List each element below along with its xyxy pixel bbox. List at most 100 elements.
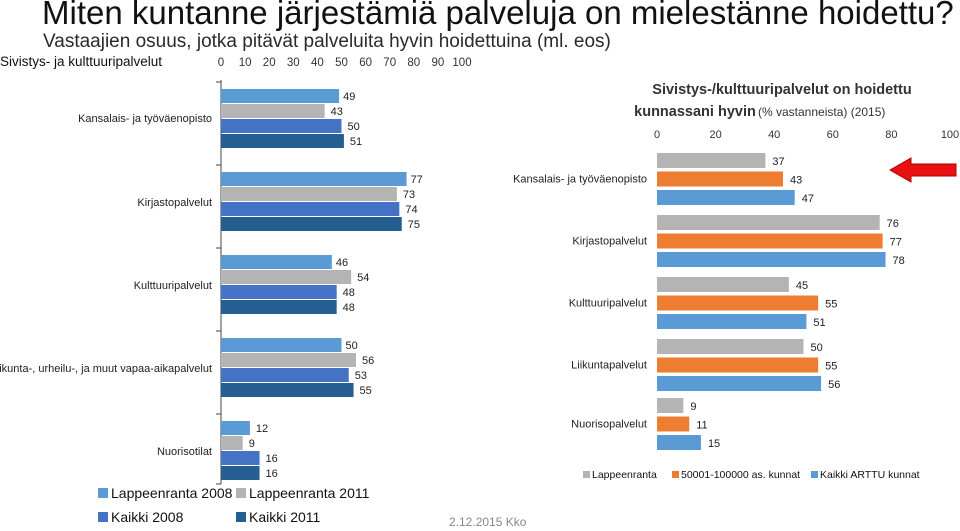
left-category-label: Kirjastopalvelut: [137, 197, 212, 209]
right-tick-label: 40: [768, 129, 780, 141]
right-bar-50001-100000-as-kunnat: [657, 416, 690, 432]
left-bar-lappeenranta-2011: [221, 436, 243, 450]
left-data-label: 48: [343, 287, 355, 299]
footer-date: 2.12.2015 Kko: [449, 515, 527, 529]
right-category-label: Nuorisopalvelut: [571, 419, 647, 431]
left-bar-kaikki-2011: [221, 466, 260, 480]
right-bar-kaikki-arttu-kunnat: [657, 314, 807, 329]
left-tick-label: 20: [263, 57, 276, 69]
left-tick-label: 30: [287, 57, 300, 69]
left-tick-label: 0: [218, 57, 224, 69]
right-data-label: 45: [796, 280, 808, 292]
right-legend-swatch-lappeenranta: [583, 471, 590, 478]
left-data-label: 12: [256, 423, 268, 435]
right-category-label: Kulttuuripalvelut: [569, 298, 647, 310]
right-bar-lappeenranta: [657, 339, 804, 354]
right-legend-swatch-50001-100000-as-kunnat: [672, 471, 679, 478]
left-tick-label: 50: [335, 57, 348, 69]
left-bar-kaikki-2008: [221, 368, 349, 382]
left-category-label: Nuorisotilat: [157, 446, 212, 458]
left-data-label: 51: [350, 136, 362, 148]
left-category-label: Liikunta-, urheilu-, ja muut vapaa-aikap…: [0, 363, 212, 375]
left-data-label: 16: [266, 468, 278, 480]
right-legend-label: Lappeenranta: [592, 469, 657, 481]
right-data-label: 11: [696, 420, 707, 432]
left-tick-label: 60: [359, 57, 372, 69]
right-bar-lappeenranta: [657, 153, 766, 168]
right-tick-label: 100: [941, 129, 959, 141]
right-category-label: Kansalais- ja työväenopisto: [513, 174, 647, 186]
right-tick-label: 0: [654, 129, 660, 141]
right-category-label: Kirjastopalvelut: [572, 236, 647, 248]
right-bar-lappeenranta: [657, 398, 684, 413]
right-legend-swatch-kaikki-arttu-kunnat: [811, 471, 818, 478]
left-bar-kaikki-2008: [221, 451, 260, 465]
left-chart-title: Sivistys- ja kulttuuripalvelut: [0, 54, 162, 69]
left-tick-label: 90: [432, 57, 445, 69]
left-data-label: 55: [360, 385, 372, 397]
page-title: Miten kuntanne järjestämiä palveluja on …: [42, 0, 954, 31]
left-data-label: 43: [331, 106, 343, 118]
left-data-label: 75: [408, 219, 420, 231]
right-legend-label: Kaikki ARTTU kunnat: [820, 469, 920, 481]
right-tick-label: 60: [827, 129, 839, 141]
right-bar-kaikki-arttu-kunnat: [657, 435, 701, 450]
left-bar-lappeenranta-2008: [221, 255, 332, 269]
left-tick-label: 40: [311, 57, 324, 69]
left-data-label: 46: [336, 257, 348, 269]
right-chart-title-suffix: (% vastanneista) (2015): [758, 105, 885, 119]
right-data-label: 77: [890, 237, 902, 249]
left-data-label: 74: [405, 204, 417, 216]
right-data-label: 55: [825, 299, 837, 311]
left-bar-kaikki-2011: [221, 217, 402, 231]
left-bar-lappeenranta-2011: [221, 353, 356, 367]
legend-swatch-lappeenranta-2008: [98, 488, 108, 498]
right-bar-50001-100000-as-kunnat: [657, 171, 783, 187]
left-data-label: 50: [346, 340, 358, 352]
right-data-label: 51: [813, 317, 825, 329]
right-data-label: 50: [811, 342, 823, 354]
left-data-label: 50: [348, 121, 360, 133]
right-chart-title-line1: Sivistys-/kulttuuripalvelut on hoidettu: [652, 82, 911, 98]
page-subtitle: Vastaajien osuus, jotka pitävät palvelui…: [43, 31, 611, 52]
left-bar-lappeenranta-2008: [221, 89, 340, 103]
right-data-label: 76: [887, 218, 899, 230]
left-data-label: 73: [403, 189, 415, 201]
left-category-label: Kulttuuripalvelut: [134, 280, 212, 292]
left-data-label: 49: [343, 91, 355, 103]
right-data-label: 55: [825, 361, 837, 373]
left-data-label: 54: [357, 272, 369, 284]
legend-label: Kaikki 2008: [111, 509, 184, 525]
left-data-label: 16: [266, 453, 278, 465]
left-bar-lappeenranta-2011: [221, 187, 397, 201]
left-bar-lappeenranta-2008: [221, 172, 407, 186]
arrow-left-icon: [888, 157, 957, 183]
left-category-label: Kansalais- ja työväenopisto: [78, 113, 212, 125]
right-data-label: 15: [708, 438, 720, 450]
right-tick-label: 20: [709, 129, 721, 141]
left-bar-lappeenranta-2011: [221, 270, 352, 284]
right-data-label: 37: [772, 156, 784, 168]
left-bar-kaikki-2008: [221, 285, 337, 299]
right-bar-lappeenranta: [657, 215, 880, 230]
left-tick-label: 80: [407, 57, 420, 69]
right-bar-kaikki-arttu-kunnat: [657, 376, 822, 391]
right-bar-50001-100000-as-kunnat: [657, 233, 883, 249]
left-data-label: 56: [362, 355, 374, 367]
legend-swatch-kaikki-2008: [98, 512, 108, 522]
right-bar-kaikki-arttu-kunnat: [657, 252, 886, 267]
right-data-label: 9: [690, 401, 696, 413]
left-bar-lappeenranta-2008: [221, 338, 342, 352]
left-tick-label: 100: [452, 57, 471, 69]
left-bar-kaikki-2011: [221, 383, 354, 397]
right-category-label: Liikuntapalvelut: [571, 360, 647, 372]
legend-label: Kaikki 2011: [249, 509, 321, 525]
right-data-label: 56: [828, 379, 840, 391]
left-data-label: 77: [411, 174, 423, 186]
left-bar-kaikki-2011: [221, 134, 344, 148]
right-chart-title-line2: kunnassani hyvin: [634, 104, 756, 120]
right-data-label: 78: [893, 255, 905, 267]
left-data-label: 9: [249, 438, 255, 450]
right-bar-50001-100000-as-kunnat: [657, 295, 819, 311]
